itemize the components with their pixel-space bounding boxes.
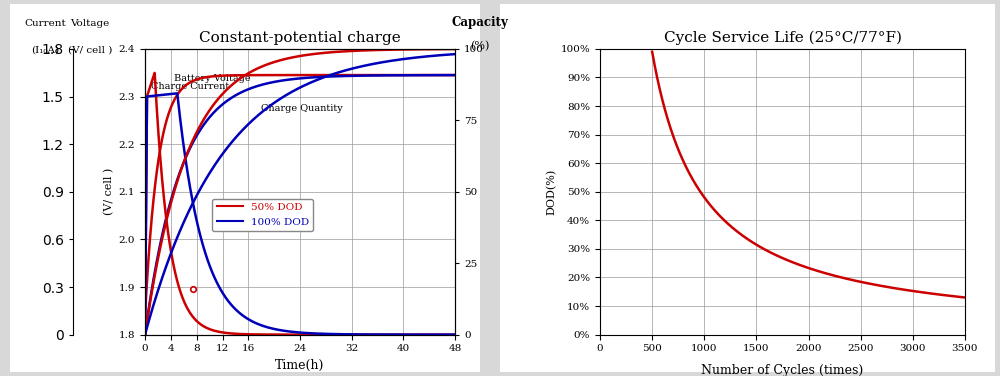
Title: Constant-potential charge: Constant-potential charge [199, 31, 401, 45]
Title: Cycle Service Life (25°C/77°F): Cycle Service Life (25°C/77°F) [664, 30, 902, 45]
Text: Capacity: Capacity [452, 16, 508, 29]
Text: Charge Current: Charge Current [151, 82, 230, 91]
X-axis label: Time(h): Time(h) [275, 359, 325, 372]
Legend: 50% DOD, 100% DOD: 50% DOD, 100% DOD [212, 199, 313, 231]
Y-axis label: DOD(%): DOD(%) [546, 168, 556, 215]
Text: Current: Current [24, 19, 66, 28]
Text: (I₁₀A): (I₁₀A) [31, 45, 59, 55]
Text: Charge Quantity: Charge Quantity [261, 104, 343, 113]
Text: Voltage: Voltage [70, 19, 110, 28]
Text: (V/ cell ): (V/ cell ) [68, 45, 112, 55]
X-axis label: Number of Cycles (times): Number of Cycles (times) [701, 364, 864, 376]
Text: (%): (%) [470, 41, 490, 51]
Y-axis label: (V/ cell ): (V/ cell ) [104, 168, 115, 215]
Text: Battery Voltage: Battery Voltage [174, 74, 251, 83]
